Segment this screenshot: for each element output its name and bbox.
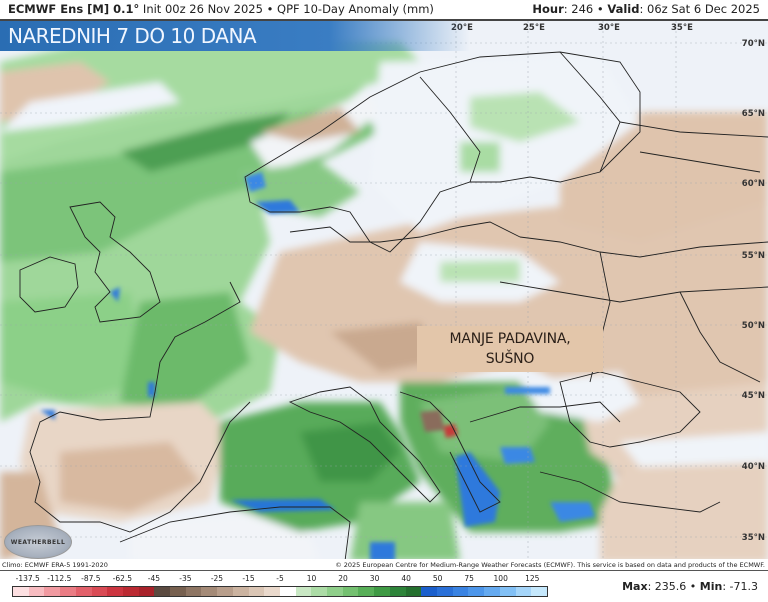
copyright-text: © 2025 European Centre for Medium-Range … (335, 561, 765, 569)
lat-label-55n: 55°N (741, 251, 765, 261)
colorbar-swatch (499, 587, 516, 596)
annotation-line1: MANJE PADAVINA, (449, 331, 571, 347)
lat-label-70n: 70°N (741, 39, 765, 49)
colorbar-swatch (154, 587, 171, 596)
lon-label-25e: 25°E (523, 23, 545, 33)
dry-annotation-box: MANJE PADAVINA, SUŠNO (417, 326, 603, 372)
banner-title: NAREDNIH 7 DO 10 DANA (8, 24, 257, 48)
colorbar-swatch (436, 587, 453, 596)
colorbar-swatch (75, 587, 92, 596)
colorbar-swatch (295, 587, 312, 596)
colorbar-tick: -15 (242, 574, 255, 583)
min-value: : -71.3 (722, 580, 758, 593)
colorbar-swatch (185, 587, 202, 596)
colorbar-tick: 100 (493, 574, 508, 583)
colorbar-swatch (122, 587, 139, 596)
colorbar-tick: 125 (525, 574, 540, 583)
lat-label-60n: 60°N (741, 179, 765, 189)
colorbar-swatch (421, 587, 437, 596)
colorbar-swatch (358, 587, 375, 596)
colorbar-tick: -35 (179, 574, 192, 583)
colorbar-swatch (28, 587, 45, 596)
colorbar-tick: -5 (276, 574, 284, 583)
colorbar-swatch (311, 587, 328, 596)
colorbar-swatch (405, 587, 422, 596)
colorbar-swatch (201, 587, 218, 596)
colorbar-swatch (138, 587, 155, 596)
init-info: Init 00z 26 Nov 2025 • QPF 10-Day Anomal… (139, 2, 434, 16)
lon-label-30e: 30°E (598, 23, 620, 33)
colorbar-swatch (468, 587, 485, 596)
valid-label: Valid (607, 2, 640, 16)
max-min-stats: Max: 235.6 • Min: -71.3 (622, 580, 758, 593)
min-label: Min (699, 580, 723, 593)
lat-label-65n: 65°N (741, 109, 765, 119)
colorbar-legend (12, 586, 548, 597)
colorbar-tick: -62.5 (112, 574, 133, 583)
colorbar-swatch (248, 587, 265, 596)
header-right: Hour: 246 • Valid: 06z Sat 6 Dec 2025 (532, 2, 760, 16)
colorbar-tick: -137.5 (15, 574, 40, 583)
lon-label-35e: 35°E (671, 23, 693, 33)
colorbar-tick: 20 (338, 574, 348, 583)
lat-label-40n: 40°N (741, 462, 765, 472)
colorbar-tick: 30 (369, 574, 380, 583)
valid-value: : 06z Sat 6 Dec 2025 (639, 2, 760, 16)
colorbar-swatch (531, 587, 547, 596)
colorbar-tick: 75 (464, 574, 474, 583)
colorbar-swatch (60, 587, 76, 596)
colorbar-swatch (13, 587, 29, 596)
colorbar-swatch (327, 587, 343, 596)
colorbar-swatch (170, 587, 186, 596)
colorbar-swatch (342, 587, 359, 596)
logo-text: WEATHERBELL (10, 539, 66, 546)
colorbar-tick-labels: -137.5 -112.5 -87.5 -62.5 -45 -35 -25 -15 -5 10 20… (0, 574, 560, 584)
colorbar-tick: 50 (432, 574, 443, 583)
max-label: Max (622, 580, 648, 593)
colorbar-swatch (515, 587, 532, 596)
climo-text: Climo: ECMWF ERA-5 1991-2020 (2, 561, 108, 569)
max-value: : 235.6 • (647, 580, 700, 593)
header: ECMWF Ens [M] 0.1° Init 00z 26 Nov 2025 … (0, 0, 768, 19)
colorbar-swatch (44, 587, 61, 596)
colorbar-tick: -25 (210, 574, 224, 583)
colorbar-swatch (217, 587, 233, 596)
annotation-line2: SUŠNO (485, 351, 535, 367)
colorbar-swatch (264, 587, 280, 596)
colorbar-swatch (452, 587, 469, 596)
hour-label: Hour (532, 2, 564, 16)
weatherbell-logo: WEATHERBELL (4, 525, 72, 559)
colorbar-swatch (232, 587, 249, 596)
forecast-period-banner: NAREDNIH 7 DO 10 DANA (0, 21, 470, 51)
colorbar-swatch (91, 587, 108, 596)
colorbar-tick: 10 (306, 574, 317, 583)
hour-value: : 246 • (563, 2, 608, 16)
model-name: ECMWF Ens [M] 0.1 (8, 2, 134, 16)
colorbar-tick: -87.5 (81, 574, 101, 583)
lat-label-35n: 35°N (741, 533, 765, 543)
colorbar-tick: -112.5 (47, 574, 72, 583)
credits-bar: Climo: ECMWF ERA-5 1991-2020 © 2025 Euro… (0, 560, 768, 571)
precipitation-anomaly-map: 20°E 25°E 30°E 35°E 70°N 65°N 60°N 55°N … (0, 19, 768, 559)
colorbar-swatch (374, 587, 390, 596)
lat-label-50n: 50°N (741, 321, 765, 331)
map-graphic (0, 21, 768, 559)
colorbar-swatch (484, 587, 500, 596)
colorbar-swatch (107, 587, 123, 596)
colorbar-swatch (279, 587, 296, 596)
colorbar-swatch (389, 587, 406, 596)
colorbar-tick: -45 (147, 574, 160, 583)
colorbar-tick: 40 (401, 574, 411, 583)
lat-label-45n: 45°N (741, 391, 765, 401)
header-left: ECMWF Ens [M] 0.1° Init 00z 26 Nov 2025 … (8, 2, 434, 16)
